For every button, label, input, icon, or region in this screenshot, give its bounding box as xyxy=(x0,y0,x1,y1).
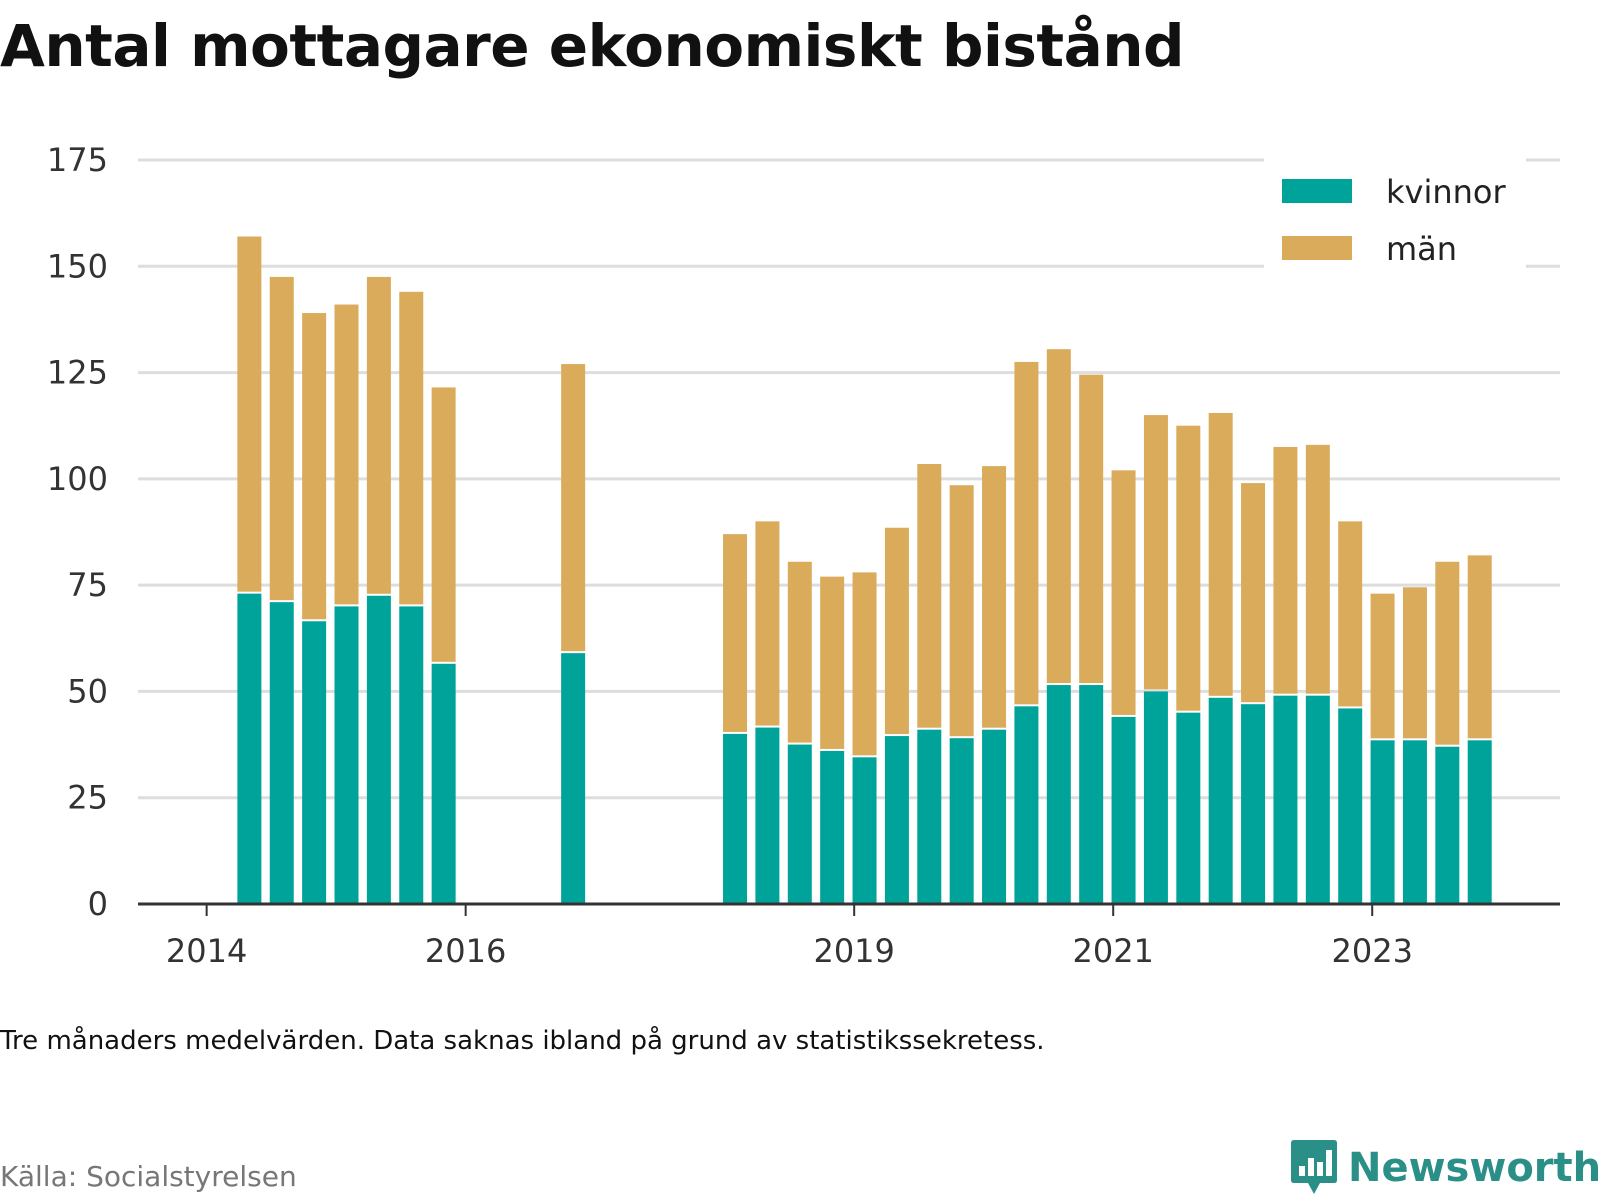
bar-kvinnor xyxy=(269,602,294,904)
bar-man xyxy=(1241,483,1266,703)
y-tick-label-175: 175 xyxy=(47,141,108,179)
bar-kvinnor xyxy=(917,729,942,904)
bar-man xyxy=(237,236,262,592)
bar-man xyxy=(917,463,942,728)
x-tick-label-2021: 2021 xyxy=(1072,932,1153,970)
bar-kvinnor xyxy=(237,593,262,904)
source-text: Källa: Socialstyrelsen xyxy=(0,1160,297,1193)
y-tick-label-150: 150 xyxy=(47,247,108,285)
bar-man xyxy=(302,313,327,620)
bar-kvinnor xyxy=(723,733,748,904)
chart-note: Tre månaders medelvärden. Data saknas ib… xyxy=(0,1026,1045,1056)
legend-swatch-kvinnor xyxy=(1282,179,1352,203)
bar-man xyxy=(1014,361,1039,705)
bar-man xyxy=(1305,444,1330,694)
bar-man xyxy=(755,521,780,726)
bar-kvinnor xyxy=(1435,746,1460,904)
bar-kvinnor xyxy=(1143,691,1168,904)
bar-kvinnor xyxy=(755,727,780,904)
bar-kvinnor xyxy=(1338,708,1363,904)
bar-man xyxy=(949,485,974,737)
axes: 0 25 50 75 100 125 150 175 2014 2016 2019 2021 2023 xyxy=(47,141,1560,970)
bar-man xyxy=(334,304,359,605)
bar-man xyxy=(1435,561,1460,745)
bar-man xyxy=(1111,470,1136,715)
bar-kvinnor xyxy=(1402,740,1427,904)
bar-man xyxy=(1370,593,1395,739)
bar-man xyxy=(1046,349,1071,684)
legend-swatch-man xyxy=(1282,236,1352,260)
bar-kvinnor xyxy=(1176,712,1201,904)
bar-kvinnor xyxy=(1014,706,1039,904)
bar-man xyxy=(884,527,909,735)
bar-kvinnor xyxy=(884,736,909,904)
bar-kvinnor xyxy=(431,663,456,904)
y-tick-label-25: 25 xyxy=(67,779,108,817)
legend: kvinnor män xyxy=(1264,158,1526,270)
bar-kvinnor xyxy=(820,750,845,904)
y-tick-label-100: 100 xyxy=(47,460,108,498)
x-tick-label-2023: 2023 xyxy=(1331,932,1412,970)
bar-man xyxy=(1208,412,1233,696)
bar-kvinnor xyxy=(1370,740,1395,904)
bar-kvinnor xyxy=(1467,740,1492,904)
bar-man xyxy=(1402,587,1427,739)
bar-kvinnor xyxy=(1273,695,1298,904)
bar-man xyxy=(269,276,294,601)
bar-kvinnor xyxy=(561,653,586,904)
bar-kvinnor xyxy=(1111,716,1136,904)
bar-man xyxy=(1143,415,1168,690)
legend-label-man: män xyxy=(1386,230,1457,268)
bars xyxy=(237,236,1492,904)
bar-kvinnor xyxy=(1241,704,1266,904)
y-tick-label-125: 125 xyxy=(47,354,108,392)
bar-man xyxy=(1176,425,1201,711)
bar-kvinnor xyxy=(1046,685,1071,904)
bar-man xyxy=(399,291,424,605)
brand-name: Newsworthy xyxy=(1348,1145,1600,1191)
bar-man xyxy=(1338,521,1363,707)
y-tick-label-0: 0 xyxy=(88,885,108,923)
bar-kvinnor xyxy=(334,606,359,904)
bar-man xyxy=(787,561,812,743)
bar-man xyxy=(366,276,391,594)
bar-man xyxy=(852,572,877,756)
bar-man xyxy=(431,387,456,662)
bar-kvinnor xyxy=(1079,685,1104,904)
legend-label-kvinnor: kvinnor xyxy=(1386,173,1507,211)
bar-kvinnor xyxy=(949,738,974,904)
bar-man xyxy=(1079,374,1104,684)
bar-man xyxy=(982,466,1007,728)
bar-kvinnor xyxy=(399,606,424,904)
bar-man xyxy=(820,576,845,749)
bar-kvinnor xyxy=(302,621,327,904)
bar-kvinnor xyxy=(852,757,877,904)
bar-kvinnor xyxy=(366,595,391,904)
chart-title: Antal mottagare ekonomiskt bistånd xyxy=(0,12,1185,80)
bar-man xyxy=(561,364,586,652)
x-tick-label-2016: 2016 xyxy=(425,932,506,970)
bar-kvinnor xyxy=(1305,695,1330,904)
bar-kvinnor xyxy=(787,744,812,904)
bar-man xyxy=(723,534,748,732)
y-tick-label-50: 50 xyxy=(67,672,108,710)
bar-man xyxy=(1273,446,1298,694)
bar-kvinnor xyxy=(1208,697,1233,904)
bar-kvinnor xyxy=(982,729,1007,904)
logo-chart-icon xyxy=(1291,1140,1337,1194)
newsworthy-logo[interactable]: Newsworthy xyxy=(1290,1138,1600,1198)
y-tick-label-75: 75 xyxy=(67,566,108,604)
x-tick-label-2014: 2014 xyxy=(166,932,247,970)
bar-man xyxy=(1467,555,1492,739)
x-tick-label-2019: 2019 xyxy=(813,932,894,970)
